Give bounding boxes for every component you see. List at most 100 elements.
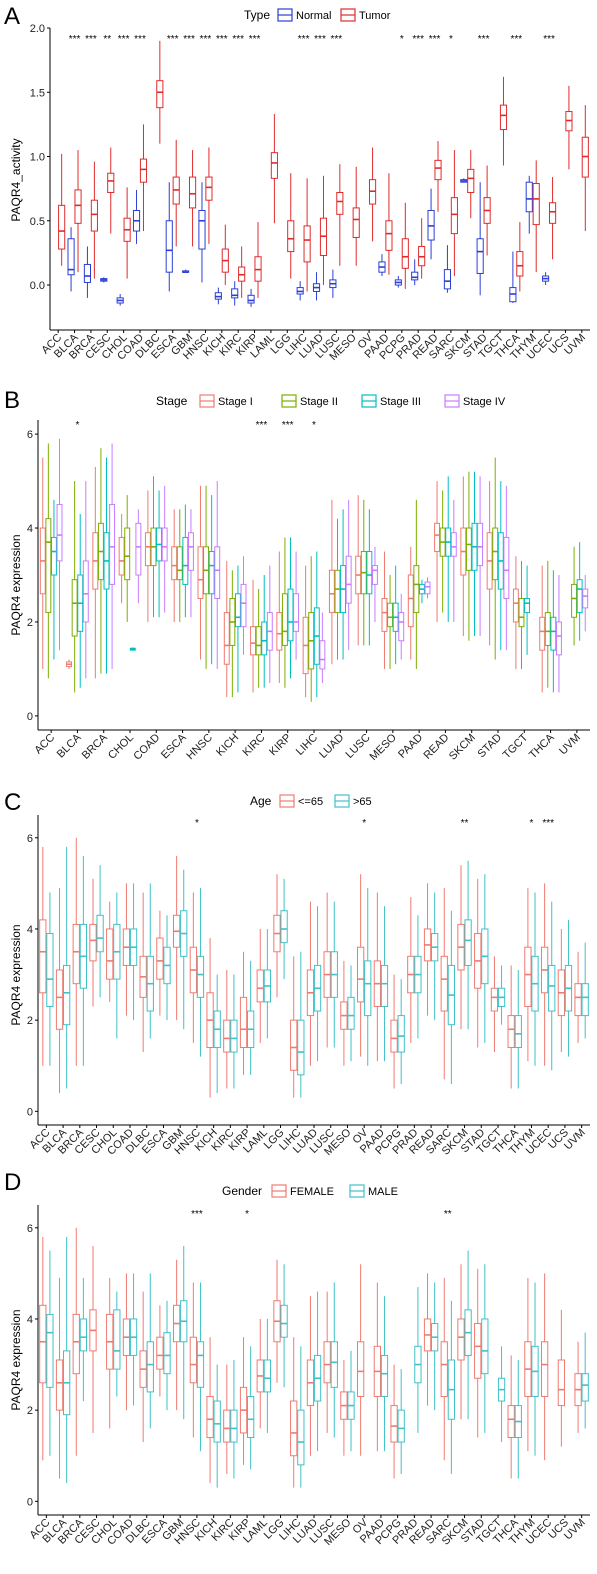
box-iqr [83, 263, 92, 283]
box-meso-stage-iii [392, 565, 399, 665]
box-thym-tumor [532, 160, 540, 273]
x-tick-label-coad: COAD [131, 732, 162, 763]
box-sarc-tumor [450, 150, 458, 277]
y-axis-label-a: PAQR4_activity [9, 138, 23, 221]
box-uvm-gt65 [581, 942, 589, 1039]
box-kich-stage-ii [229, 570, 236, 698]
legend-label: Stage IV [463, 396, 506, 408]
box-iqr [516, 251, 524, 277]
box-read-stage-iii [445, 476, 452, 622]
plot-area-d: 0246ACCBLCABRCACESCCHOLCOADDLBCESCAGBMHN… [27, 1205, 590, 1548]
box-iqr [270, 152, 278, 179]
box-thca-male [514, 1360, 522, 1479]
box-luad-male [313, 1291, 322, 1452]
legend-label: Normal [296, 10, 331, 22]
box-lihc-stage-i [302, 565, 309, 698]
box-kich-stage-iv [240, 556, 247, 655]
box-iqr [197, 546, 204, 599]
panel-b: B Stage Stage I Stage II Stage III Stage IV… [4, 387, 590, 763]
box-lusc-male [330, 1282, 338, 1438]
box-iqr [319, 640, 326, 670]
box-iqr [67, 238, 75, 276]
box-iqr [46, 933, 54, 1007]
significance-blca: * [75, 420, 79, 431]
box-iqr [156, 80, 164, 109]
box-iqr [356, 1341, 365, 1397]
x-tick-label-read: READ [421, 732, 451, 762]
panel-d: D Gender FEMALE MALE PAQR4 expression 0 2 4… [4, 1169, 590, 1548]
box-ucs-le65 [557, 928, 565, 1053]
box-iqr [71, 579, 78, 637]
box-kirc-normal [231, 281, 239, 306]
box-uvm-le65 [574, 951, 582, 1043]
box-iqr [263, 1359, 272, 1393]
box-iqr [223, 1409, 231, 1443]
box-lusc-female [323, 1291, 331, 1433]
box-thca-tumor [516, 222, 524, 292]
box-paad-tumor [385, 173, 393, 275]
box-brca-female [72, 1227, 80, 1456]
box-iqr [230, 1019, 238, 1053]
box-iqr [256, 969, 264, 1003]
legend-age: <=65 >65 [279, 794, 372, 808]
box-acc-le65 [39, 846, 47, 1066]
box-thca-stage-ii [544, 560, 551, 688]
box-iqr [281, 593, 288, 646]
box-stad-normal [476, 182, 484, 296]
box-esca-le65 [156, 910, 164, 1016]
box-thca-female [507, 1355, 515, 1479]
box-esca-normal [165, 182, 173, 292]
box-chol-male [113, 1291, 121, 1397]
legend-label: FEMALE [290, 1186, 334, 1198]
box-ucec-le65 [540, 883, 549, 1066]
box-blca-male [63, 1236, 71, 1484]
box-acc-male [46, 1250, 54, 1456]
box-prad-tumor [418, 218, 426, 279]
box-lusc-stage-iv [371, 546, 378, 622]
box-iqr [576, 579, 583, 614]
box-paad-stage-ii [413, 499, 420, 669]
box-brca-stage-ii [97, 448, 104, 674]
box-iqr [385, 220, 393, 251]
box-kirp-female [239, 1337, 248, 1465]
box-acc-stage-iii [50, 499, 57, 660]
box-esca-stage-ii [176, 509, 183, 622]
legend-item-stage-i: Stage I [199, 394, 253, 408]
box-iqr [196, 1341, 205, 1388]
box-stad-gt65 [481, 874, 489, 1043]
box-kirp-le65 [239, 951, 248, 1075]
legend-item-stage-iii: Stage III [361, 394, 421, 408]
legend-title-stage: Stage [156, 394, 188, 408]
box-luad-stage-iv [345, 499, 352, 651]
box-chol-stage-ii [124, 495, 131, 622]
box-iqr [581, 1373, 589, 1402]
y-tick-label: 0.0 [30, 280, 45, 292]
significance-stad: *** [478, 34, 490, 45]
plot-area-c: 0246ACCBLCABRCACESCCHOLCOADDLBCESCAGBMHN… [27, 815, 590, 1158]
box-thym-gt65 [531, 892, 539, 1066]
box-thca-normal [509, 251, 517, 304]
box-iqr [507, 1015, 515, 1049]
box-chol-female [106, 1277, 114, 1429]
significance-ov: * [362, 818, 366, 829]
box-iqr [56, 504, 63, 562]
box-stad-tumor [483, 165, 491, 256]
box-lihc-gt65 [297, 951, 305, 1098]
box-lusc-le65 [323, 892, 331, 1048]
box-thym-normal [525, 175, 533, 234]
box-luad-gt65 [313, 906, 322, 1062]
box-sarc-female [440, 1277, 448, 1461]
box-hnsc-stage-i [197, 485, 204, 660]
box-paad-female [373, 1282, 381, 1452]
box-iqr [474, 1323, 482, 1379]
box-iqr [465, 527, 472, 571]
box-acc-stage-iv [56, 438, 63, 651]
box-iqr [434, 159, 442, 181]
box-coad-stage-ii [150, 476, 157, 618]
box-iqr [514, 1015, 522, 1049]
legend-item-tumor: Tumor [340, 8, 391, 22]
box-iqr [45, 518, 52, 614]
box-ucec-gt65 [548, 901, 556, 1071]
box-iqr [303, 225, 311, 263]
legend-item-le65: <=65 [279, 794, 323, 808]
